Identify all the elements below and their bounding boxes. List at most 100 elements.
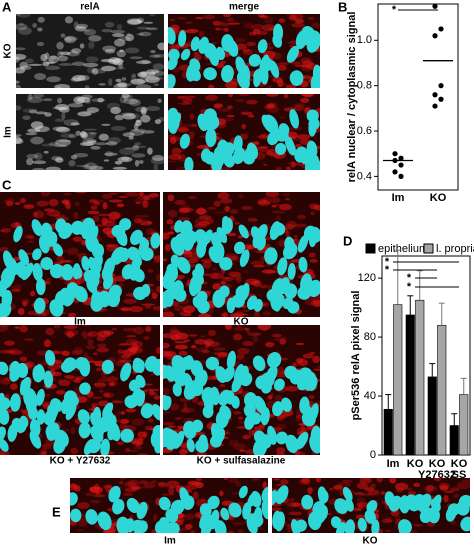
nucleus: [344, 519, 356, 533]
texture: [242, 48, 251, 52]
nucleus: [168, 48, 180, 61]
texture: [189, 113, 195, 120]
nucleus: [238, 224, 249, 239]
nucleus: [133, 286, 147, 301]
texture: [329, 488, 334, 491]
texture: [48, 198, 59, 207]
texture: [141, 59, 150, 64]
texture: [208, 272, 219, 279]
nucleus: [270, 294, 282, 312]
texture: [113, 38, 126, 47]
texture: [225, 325, 233, 331]
nucleus: [236, 71, 250, 88]
texture: [213, 351, 220, 355]
texture: [260, 133, 270, 138]
texture: [66, 330, 74, 339]
x-tick-label: Y27632: [418, 469, 456, 481]
texture: [293, 104, 305, 111]
y-axis-label: pSer536 relA pixel signal: [350, 291, 362, 421]
texture: [70, 49, 77, 52]
texture: [124, 147, 135, 150]
texture: [102, 227, 114, 235]
texture: [198, 215, 212, 220]
nucleus: [195, 439, 209, 453]
texture: [120, 410, 126, 415]
texture: [86, 107, 100, 113]
texture: [223, 14, 232, 18]
texture: [83, 351, 88, 359]
nucleus: [252, 355, 266, 372]
x-tick-label: Im: [392, 192, 405, 204]
nucleus: [184, 156, 194, 170]
nucleus: [198, 36, 209, 54]
texture: [269, 196, 281, 204]
data-point: [392, 169, 398, 175]
texture: [45, 65, 61, 71]
nucleus: [66, 282, 79, 295]
texture: [97, 343, 107, 348]
nucleus: [182, 233, 195, 251]
texture: [228, 271, 241, 278]
texture: [144, 304, 151, 309]
texture: [112, 57, 124, 66]
nucleus: [79, 382, 91, 395]
texture: [389, 478, 397, 484]
texture: [291, 23, 305, 28]
texture: [75, 164, 90, 168]
texture: [310, 211, 315, 216]
texture: [290, 497, 295, 502]
legend-label: epithelium: [378, 243, 428, 255]
texture: [152, 255, 160, 261]
texture: [143, 21, 154, 24]
texture: [312, 355, 320, 364]
texture: [71, 61, 86, 67]
texture: [236, 276, 242, 283]
texture: [176, 16, 187, 20]
texture: [22, 108, 38, 113]
texture: [395, 482, 409, 491]
nucleus: [318, 490, 329, 504]
texture: [3, 340, 16, 346]
texture: [173, 305, 185, 312]
nucleus: [90, 412, 100, 428]
texture: [235, 481, 242, 487]
texture: [61, 112, 66, 120]
texture: [232, 333, 243, 341]
texture: [145, 325, 152, 333]
texture: [267, 395, 273, 400]
texture: [135, 60, 152, 65]
texture: [376, 478, 384, 483]
texture: [206, 207, 217, 210]
texture: [70, 426, 76, 435]
texture: [315, 478, 322, 483]
texture: [43, 208, 55, 212]
nucleus: [261, 500, 268, 520]
texture: [151, 292, 158, 300]
texture: [90, 199, 105, 203]
texture: [56, 390, 66, 395]
texture: [304, 297, 316, 306]
texture: [42, 98, 53, 101]
texture: [43, 339, 51, 348]
texture: [234, 326, 245, 331]
nucleus: [222, 216, 232, 232]
texture: [37, 27, 43, 32]
texture: [461, 478, 470, 483]
texture: [135, 215, 149, 218]
nucleus: [133, 520, 146, 533]
texture: [163, 311, 175, 317]
texture: [278, 18, 286, 23]
texture: [293, 223, 308, 228]
texture: [0, 378, 11, 385]
texture: [68, 160, 76, 167]
nucleus: [79, 357, 91, 377]
texture: [140, 71, 148, 77]
texture: [154, 119, 162, 125]
panel-label: D: [343, 233, 352, 248]
texture: [98, 389, 104, 393]
texture: [90, 205, 98, 210]
texture: [274, 394, 283, 401]
texture: [66, 51, 80, 57]
texture: [92, 494, 106, 498]
texture: [58, 63, 74, 66]
